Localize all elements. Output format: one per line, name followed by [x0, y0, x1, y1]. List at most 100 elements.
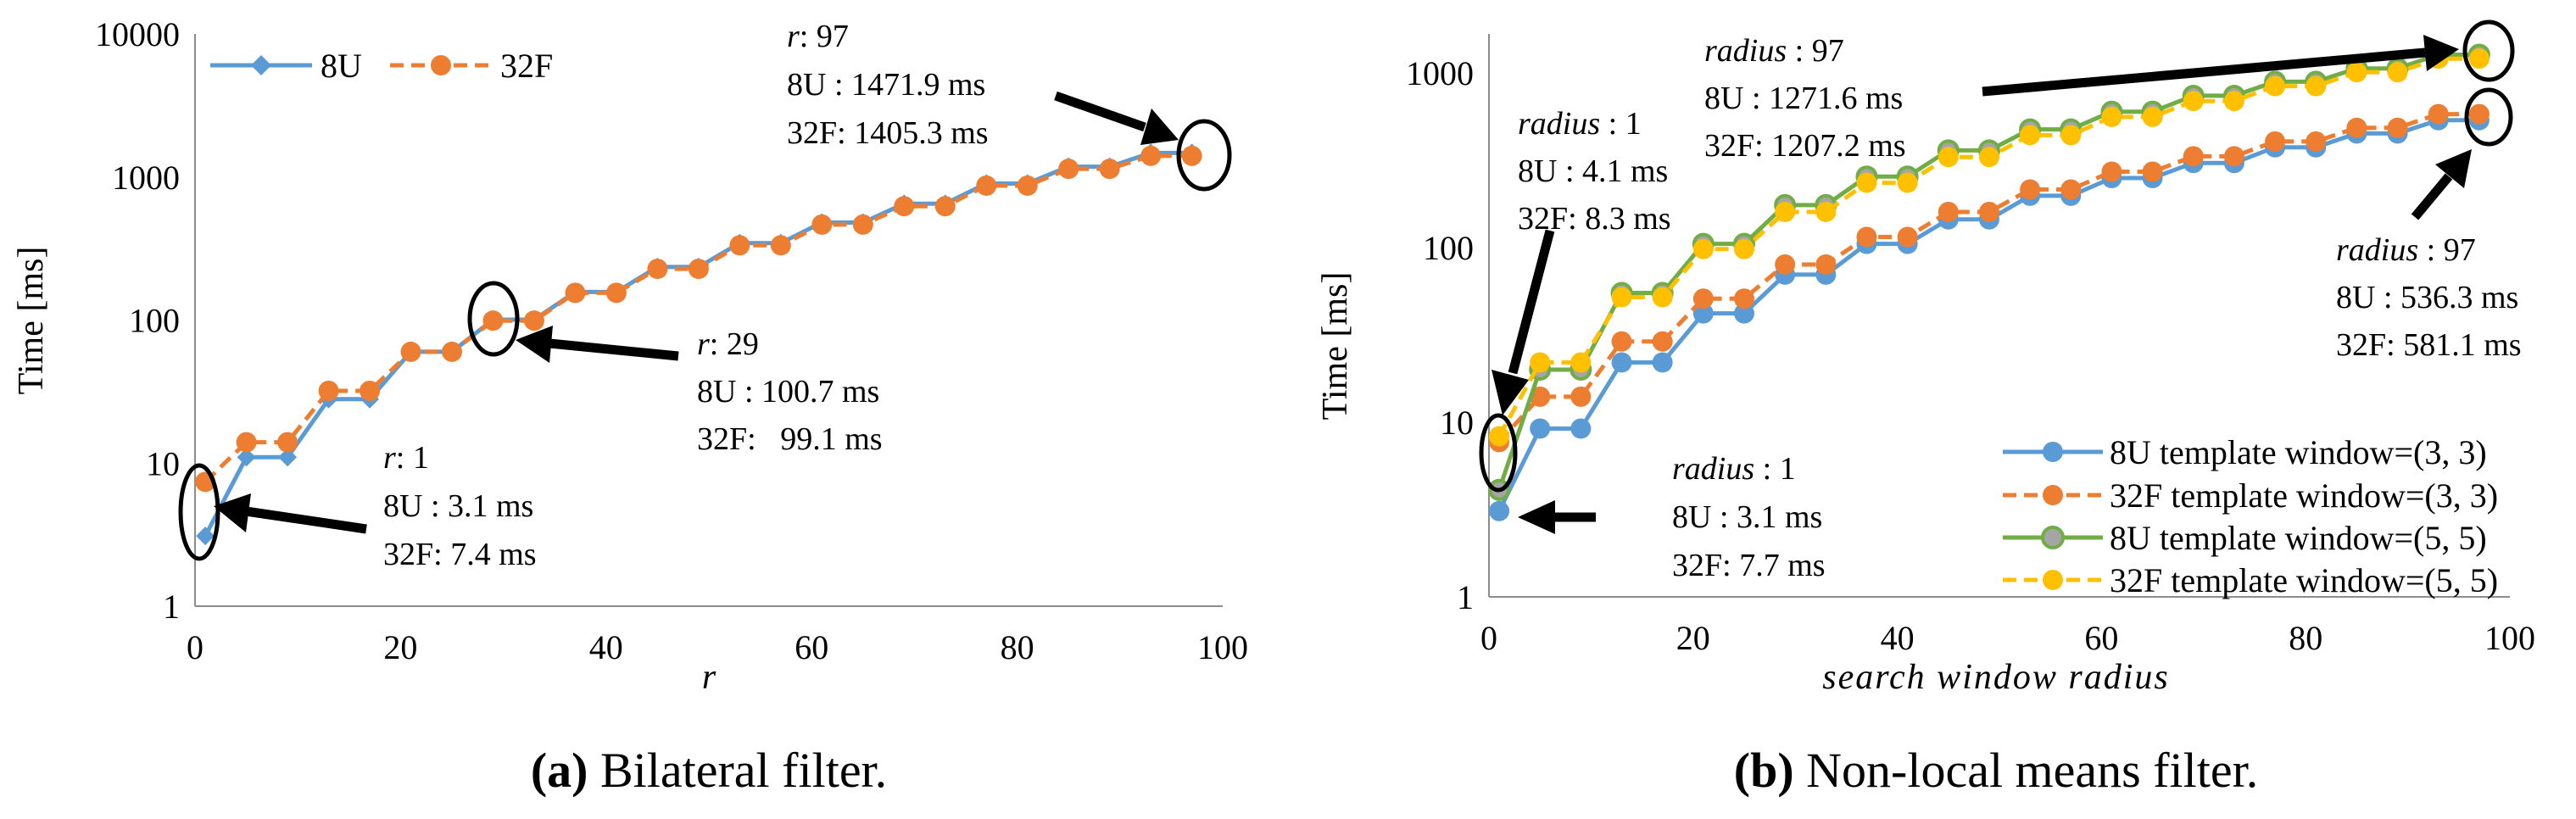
- legend: 8U 32F: [210, 47, 553, 85]
- data-point: [2101, 161, 2122, 182]
- annotation-radius1-3x3: radius : 1 8U : 3.1 ms 32F: 7.7 ms: [1518, 451, 1826, 583]
- y-tick-label: 1000: [112, 159, 180, 197]
- data-point: [1734, 288, 1754, 309]
- series-group: [1488, 43, 2490, 521]
- data-point: [2223, 91, 2244, 112]
- legend: 8U template window=(3, 3) 32F template w…: [2003, 433, 2498, 599]
- data-point: [360, 381, 381, 402]
- x-tick-label: 0: [187, 628, 204, 666]
- legend-label-8U: 8U: [321, 47, 362, 85]
- y-tick-label: 1: [1457, 578, 1474, 616]
- annotation-32f: 32F: 99.1 ms: [697, 421, 883, 457]
- data-point: [976, 175, 997, 196]
- annotation-arrowhead: [1518, 500, 1555, 534]
- data-point: [1692, 288, 1714, 309]
- data-point: [1938, 147, 1959, 168]
- y-tick-label: 10000: [95, 15, 180, 53]
- x-tick-label: 60: [795, 628, 828, 666]
- data-point: [1734, 303, 1754, 324]
- data-point: [852, 214, 873, 235]
- data-point: [1734, 238, 1754, 259]
- data-point: [2306, 75, 2327, 97]
- data-point: [1775, 254, 1796, 275]
- data-point: [2468, 103, 2490, 125]
- data-point: [1017, 175, 1038, 196]
- highlight-ellipse: [178, 463, 220, 561]
- annotation-8u: 8U : 100.7 ms: [697, 374, 879, 410]
- tick-labels: 1 10 100 1000 10000 0 20 40 60 80 100: [95, 15, 1248, 666]
- data-point: [2183, 146, 2204, 167]
- legend-marker-32F: [431, 55, 451, 75]
- x-tick-label: 20: [383, 628, 417, 666]
- annotation-arrowhead: [1140, 109, 1179, 145]
- data-point: [1938, 201, 1959, 222]
- highlight-ellipse: [2464, 87, 2513, 147]
- data-point: [1692, 303, 1714, 324]
- x-tick-label: 80: [2289, 619, 2322, 657]
- annotation-heading: radius : 1: [1672, 451, 1796, 487]
- data-point: [2428, 103, 2449, 125]
- data-point: [1978, 201, 1999, 222]
- data-point: [1530, 418, 1551, 439]
- data-point: [2387, 62, 2408, 83]
- caption: (b) Non-local means filter.: [1734, 743, 2259, 798]
- data-point: [2265, 131, 2286, 152]
- highlight-ellipse: [1479, 413, 1518, 493]
- annotation-8u: 8U : 536.3 ms: [2336, 280, 2518, 315]
- annotation-arrow: [1508, 229, 1555, 375]
- annotation-arrow: [549, 338, 679, 361]
- data-point: [2020, 179, 2041, 200]
- data-point: [1652, 287, 1673, 308]
- data-point: [2265, 75, 2286, 97]
- y-tick-label: 1000: [1406, 54, 1474, 92]
- legend-marker-8u-3x3: [2043, 442, 2063, 462]
- annotation-radius1-5x5: radius : 1 8U : 4.1 ms 32F: 8.3 ms: [1479, 106, 1671, 493]
- data-point: [442, 341, 462, 362]
- data-point: [1140, 145, 1162, 166]
- y-axis-title: Time [ms]: [1316, 272, 1355, 421]
- data-point: [236, 432, 257, 453]
- data-point: [1611, 331, 1632, 352]
- annotation-radius97-3x3: radius : 97 8U : 536.3 ms 32F: 581.1 ms: [2336, 87, 2522, 363]
- legend-label-8u-3x3: 8U template window=(3, 3): [2110, 433, 2487, 471]
- annotation-8u: 8U : 3.1 ms: [383, 488, 533, 524]
- x-axis-title: search window radius: [1822, 658, 2169, 697]
- legend-marker-32f-3x3: [2043, 485, 2063, 505]
- data-point: [523, 310, 544, 332]
- data-point: [2223, 146, 2244, 167]
- annotation-radius97-5x5: radius : 97 8U : 1271.6 ms 32F: 1207.2 m…: [1704, 20, 2515, 164]
- data-point: [565, 282, 586, 304]
- annotation-32f: 32F: 581.1 ms: [2336, 327, 2522, 363]
- data-point: [770, 235, 791, 256]
- series-line: [1497, 53, 2479, 491]
- legend-label-32f-5x5: 32F template window=(5, 5): [2110, 561, 2498, 599]
- x-tick-label: 100: [2484, 619, 2535, 657]
- annotation-arrowhead: [2423, 35, 2459, 71]
- legend-label-32F: 32F: [500, 47, 553, 85]
- data-point: [1815, 201, 1837, 222]
- data-point: [2468, 48, 2490, 70]
- data-point: [2346, 117, 2367, 138]
- x-tick-label: 40: [1881, 619, 1915, 657]
- data-point: [2142, 106, 2163, 127]
- data-point: [1978, 147, 1999, 168]
- data-point: [1570, 352, 1592, 373]
- data-point: [196, 526, 215, 546]
- data-point: [2183, 91, 2204, 112]
- data-point: [277, 432, 298, 453]
- annotation-arrow: [245, 506, 367, 534]
- highlight-ellipse: [467, 281, 520, 357]
- data-point: [1775, 201, 1796, 222]
- data-point: [1856, 172, 1877, 193]
- data-point: [1489, 500, 1510, 521]
- data-point: [1652, 352, 1673, 373]
- annotation-arrow: [2411, 173, 2453, 220]
- annotation-32f: 32F: 7.7 ms: [1672, 548, 1826, 583]
- x-tick-label: 0: [1480, 619, 1497, 657]
- data-point: [1099, 159, 1120, 180]
- annotation-r29: r: 29 8U : 100.7 ms 32F: 99.1 ms: [467, 281, 883, 457]
- data-point: [1611, 352, 1632, 373]
- x-tick-label: 80: [1001, 628, 1034, 666]
